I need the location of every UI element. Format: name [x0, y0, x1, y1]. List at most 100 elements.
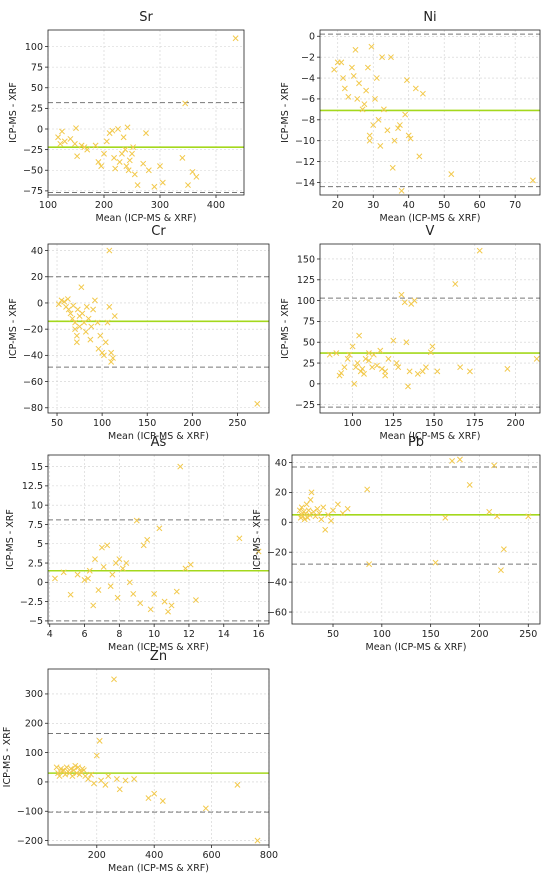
data-point	[78, 284, 85, 291]
y-tick-label: −6	[301, 94, 315, 105]
y-tick-label: −10	[295, 136, 315, 147]
data-point	[78, 768, 84, 775]
data-point	[55, 134, 62, 141]
y-tick-label: −40	[23, 351, 43, 362]
y-tick-label: −75	[23, 186, 43, 197]
data-point	[320, 504, 327, 511]
data-point	[101, 150, 107, 157]
y-tick-label: −60	[23, 377, 43, 388]
data-point	[59, 767, 66, 774]
data-point	[340, 75, 347, 81]
data-point	[234, 781, 241, 788]
data-point	[173, 588, 180, 595]
x-axis-label: Mean (ICP-MS & XRF)	[380, 431, 481, 442]
x-tick-label: 30	[367, 200, 379, 211]
y-tick-label: −4	[301, 73, 315, 84]
data-point	[375, 116, 382, 123]
data-point	[111, 313, 118, 320]
x-tick-label: 50	[51, 418, 63, 429]
data-point	[497, 567, 504, 574]
data-point	[407, 135, 414, 142]
data-point	[305, 507, 312, 514]
y-tick-label: 0	[37, 124, 43, 135]
x-tick-label: 14	[218, 629, 230, 640]
data-point	[466, 368, 473, 375]
data-point	[345, 93, 352, 100]
plot-frame	[47, 668, 270, 846]
x-tick-label: 50	[327, 629, 339, 640]
data-point	[112, 165, 119, 172]
data-point	[102, 339, 109, 346]
data-point	[59, 128, 65, 135]
data-point	[533, 355, 540, 362]
data-point	[111, 154, 118, 161]
y-tick-label: 20	[31, 272, 43, 283]
data-point	[254, 400, 261, 407]
data-point	[91, 297, 98, 304]
data-point	[119, 565, 126, 572]
data-point	[126, 579, 133, 586]
data-point	[344, 505, 351, 512]
data-point	[457, 364, 464, 371]
data-point	[84, 146, 91, 153]
data-point	[182, 565, 189, 572]
y-tick-label: 15	[31, 462, 43, 473]
data-point	[365, 350, 372, 357]
data-point	[108, 358, 115, 365]
data-point	[124, 124, 131, 131]
x-tick-label: 150	[138, 418, 156, 429]
data-point	[403, 77, 410, 84]
data-point	[80, 767, 87, 774]
data-point	[145, 795, 152, 802]
data-point	[368, 43, 375, 50]
data-point	[356, 332, 363, 339]
chart-title: Sr	[139, 10, 153, 25]
plot-frame	[291, 454, 541, 625]
data-point	[398, 187, 405, 194]
data-point	[100, 352, 107, 359]
data-point	[334, 501, 341, 508]
y-tick-label: 40	[31, 246, 43, 257]
data-point	[401, 299, 408, 306]
data-point	[69, 315, 76, 322]
data-point	[90, 602, 97, 609]
data-point	[100, 563, 107, 570]
x-tick-label: 150	[425, 418, 443, 429]
data-point	[419, 368, 426, 375]
data-point	[130, 590, 137, 597]
data-point	[134, 182, 141, 189]
data-point	[202, 805, 209, 812]
data-point	[432, 559, 439, 566]
y-axis-label: ICP-MS - XRF	[252, 509, 263, 570]
data-point	[373, 75, 380, 81]
data-point	[344, 355, 351, 362]
data-point	[116, 159, 123, 165]
x-tick-label: 800	[260, 850, 278, 861]
panel-ni: 20 30 40 50 60 70 −14 −12 −10 −8 −6 −4 −2 0 Ni Mean (IC…	[280, 10, 541, 224]
y-axis-label: ICP-MS - XRF	[5, 509, 16, 570]
data-point	[370, 122, 377, 128]
data-point	[182, 100, 189, 107]
data-point	[130, 144, 137, 151]
data-point	[349, 343, 356, 350]
data-point	[88, 323, 95, 330]
data-point	[55, 770, 61, 777]
y-tick-label: −8	[301, 115, 315, 126]
y-tick-label: 0	[37, 578, 43, 589]
data-point	[338, 59, 345, 66]
x-axis-label: Mean (ICP-MS & XRF)	[380, 213, 481, 224]
y-tick-label: 25	[31, 104, 43, 115]
data-point	[97, 332, 104, 339]
y-tick-label: −100	[17, 807, 43, 818]
data-point	[525, 513, 532, 520]
x-tick-label: 8	[116, 629, 122, 640]
data-point	[307, 496, 314, 503]
data-point	[99, 349, 106, 356]
data-point	[370, 351, 377, 358]
data-point	[61, 138, 68, 145]
data-point	[301, 516, 308, 523]
data-point	[106, 303, 113, 310]
data-point	[122, 146, 129, 153]
data-point	[390, 337, 397, 344]
x-tick-label: 200	[506, 418, 524, 429]
